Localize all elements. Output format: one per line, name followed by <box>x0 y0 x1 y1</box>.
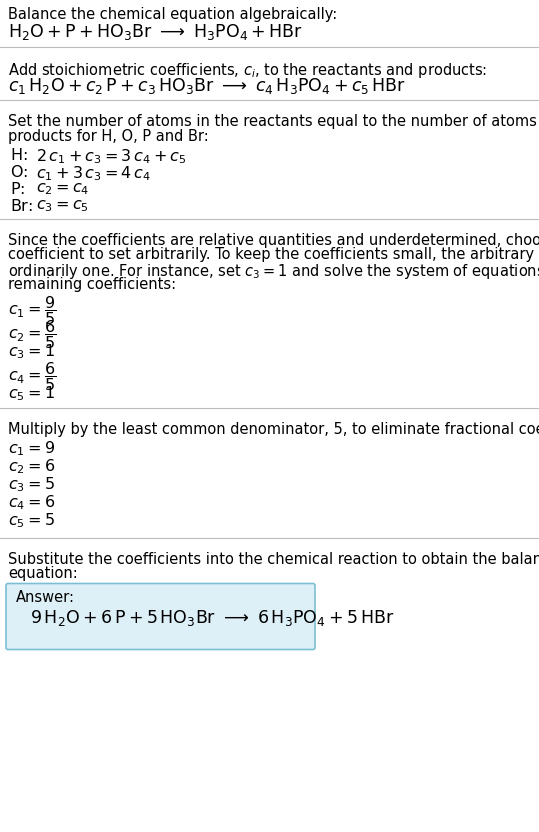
Text: $\mathsf{O}$:: $\mathsf{O}$: <box>10 164 28 180</box>
FancyBboxPatch shape <box>6 583 315 650</box>
Text: $c_4 = 6$: $c_4 = 6$ <box>8 493 55 513</box>
Text: $c_2 = 6$: $c_2 = 6$ <box>8 458 55 476</box>
Text: coefficient to set arbitrarily. To keep the coefficients small, the arbitrary va: coefficient to set arbitrarily. To keep … <box>8 247 539 263</box>
Text: Balance the chemical equation algebraically:: Balance the chemical equation algebraica… <box>8 7 337 22</box>
Text: $\mathsf{9\,H_2O + 6\,P + 5\,HO_3Br \ \longrightarrow \ 6\,H_3PO_4 + 5\,HBr}$: $\mathsf{9\,H_2O + 6\,P + 5\,HO_3Br \ \l… <box>30 607 395 627</box>
Text: remaining coefficients:: remaining coefficients: <box>8 276 176 291</box>
Text: $c_2 = \dfrac{6}{5}$: $c_2 = \dfrac{6}{5}$ <box>8 318 56 351</box>
Text: $c_1 = 9$: $c_1 = 9$ <box>8 439 55 458</box>
Text: Since the coefficients are relative quantities and underdetermined, choose a: Since the coefficients are relative quan… <box>8 233 539 248</box>
Text: $\mathsf{H}$:: $\mathsf{H}$: <box>10 147 27 163</box>
Text: $c_3 = 1$: $c_3 = 1$ <box>8 342 55 361</box>
Text: $c_5 = 1$: $c_5 = 1$ <box>8 384 55 403</box>
Text: Multiply by the least common denominator, 5, to eliminate fractional coefficient: Multiply by the least common denominator… <box>8 422 539 437</box>
Text: $c_3 = c_5$: $c_3 = c_5$ <box>36 198 89 214</box>
Text: $c_3 = 5$: $c_3 = 5$ <box>8 476 55 494</box>
Text: $c_4 = \dfrac{6}{5}$: $c_4 = \dfrac{6}{5}$ <box>8 360 56 393</box>
Text: Answer:: Answer: <box>16 591 75 606</box>
Text: Add stoichiometric coefficients, $c_i$, to the reactants and products:: Add stoichiometric coefficients, $c_i$, … <box>8 61 487 80</box>
Text: ordinarily one. For instance, set $c_3 = 1$ and solve the system of equations fo: ordinarily one. For instance, set $c_3 =… <box>8 262 539 281</box>
Text: Substitute the coefficients into the chemical reaction to obtain the balanced: Substitute the coefficients into the che… <box>8 552 539 567</box>
Text: $c_1 = \dfrac{9}{5}$: $c_1 = \dfrac{9}{5}$ <box>8 294 56 327</box>
Text: Set the number of atoms in the reactants equal to the number of atoms in the: Set the number of atoms in the reactants… <box>8 114 539 129</box>
Text: $\mathsf{Br}$:: $\mathsf{Br}$: <box>10 198 33 214</box>
Text: $2\,c_1 + c_3 = 3\,c_4 + c_5$: $2\,c_1 + c_3 = 3\,c_4 + c_5$ <box>36 147 186 166</box>
Text: $c_1\,\mathsf{H_2O} + c_2\,\mathsf{P} + c_3\,\mathsf{HO_3Br} \ \longrightarrow \: $c_1\,\mathsf{H_2O} + c_2\,\mathsf{P} + … <box>8 76 406 96</box>
Text: products for H, O, P and Br:: products for H, O, P and Br: <box>8 128 209 143</box>
Text: equation:: equation: <box>8 566 78 581</box>
Text: $c_2 = c_4$: $c_2 = c_4$ <box>36 181 89 196</box>
Text: $c_5 = 5$: $c_5 = 5$ <box>8 512 55 530</box>
Text: $\mathsf{P}$:: $\mathsf{P}$: <box>10 181 25 197</box>
Text: $c_1 + 3\,c_3 = 4\,c_4$: $c_1 + 3\,c_3 = 4\,c_4$ <box>36 164 151 183</box>
Text: $\mathsf{H_2O + P + HO_3Br \ \longrightarrow \ H_3PO_4 + HBr}$: $\mathsf{H_2O + P + HO_3Br \ \longrighta… <box>8 22 303 42</box>
